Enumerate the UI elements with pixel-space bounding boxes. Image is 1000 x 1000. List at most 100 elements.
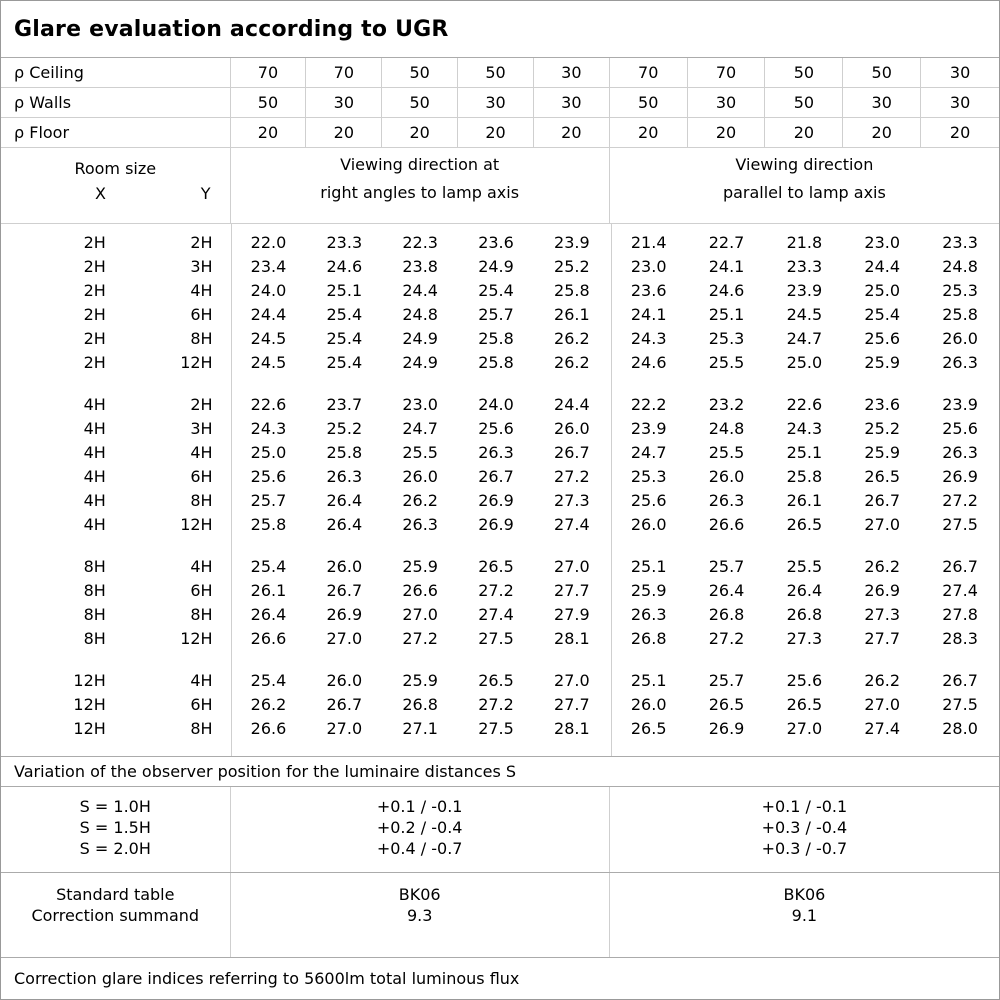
ugr-value-right-angles: 27.0	[326, 718, 363, 738]
ugr-value-parallel: 23.9	[942, 394, 978, 414]
ugr-value-parallel: 23.3	[942, 232, 978, 252]
s-label: S = 1.5H	[79, 818, 151, 837]
ugr-value-parallel: 26.1	[786, 490, 823, 510]
ugr-value-right-angles: 25.2	[326, 418, 363, 438]
ugr-value-right-angles: 26.0	[326, 556, 363, 576]
ugr-value-parallel: 25.3	[942, 280, 978, 300]
correction-summand-value: 9.1	[791, 906, 818, 925]
ugr-value-parallel: 25.3	[630, 466, 667, 486]
ugr-rows: 2H 2H 22.0 23.3 22.3 23.6 23.9 21.4 22.7 21.8 23.0…	[1, 230, 999, 740]
reflectance-value: 70	[231, 58, 307, 87]
s-value: +0.3 / -0.7	[761, 839, 848, 858]
ugr-value-parallel: 27.3	[786, 628, 823, 648]
ugr-value-right-angles: 26.9	[478, 514, 514, 534]
ugr-value-right-angles: 25.5	[402, 442, 438, 462]
room-y-value: 6H	[190, 694, 213, 714]
ugr-value-right-angles: 26.2	[402, 490, 438, 510]
ugr-value-right-angles: 25.2	[554, 256, 590, 276]
ugr-value-parallel: 21.4	[630, 232, 667, 252]
ugr-value-right-angles: 26.6	[250, 628, 287, 648]
variation-caption: Variation of the observer position for t…	[1, 756, 999, 787]
ugr-value-parallel: 27.7	[864, 628, 901, 648]
ugr-value-parallel: 28.0	[942, 718, 978, 738]
ugr-value-right-angles: 28.1	[554, 628, 590, 648]
ugr-value-parallel: 24.7	[786, 328, 823, 348]
reflectance-row: ρ Walls 50 30 50 30 30 50 30 50 30 30	[1, 88, 999, 118]
ugr-value-parallel: 25.1	[630, 556, 667, 576]
ugr-value-parallel: 26.7	[942, 670, 978, 690]
ugr-value-right-angles: 26.0	[554, 418, 590, 438]
ugr-row: 4H 3H 24.3 25.2 24.7 25.6 26.0 23.9 24.8 24.3 25.2…	[1, 416, 999, 440]
ugr-value-right-angles: 24.9	[402, 352, 438, 372]
ugr-value-parallel: 23.9	[630, 418, 667, 438]
ugr-row: 2H 3H 23.4 24.6 23.8 24.9 25.2 23.0 24.1 23.3 24.4…	[1, 254, 999, 278]
ugr-value-right-angles: 24.4	[402, 280, 438, 300]
ugr-value-parallel: 25.6	[942, 418, 978, 438]
room-size-header: Room size X Y	[1, 148, 231, 223]
room-x-value: 8H	[83, 604, 106, 624]
ugr-value-parallel: 23.0	[864, 232, 901, 252]
reflectance-value: 70	[306, 58, 383, 87]
ugr-value-right-angles: 25.1	[326, 280, 363, 300]
ugr-row: 8H 8H 26.4 26.9 27.0 27.4 27.9 26.3 26.8 26.8 27.3…	[1, 602, 999, 626]
ugr-value-right-angles: 27.7	[554, 580, 590, 600]
ugr-value-right-angles: 27.5	[478, 718, 514, 738]
ugr-value-parallel: 22.6	[786, 394, 823, 414]
ugr-value-parallel: 23.0	[630, 256, 667, 276]
page-title: Glare evaluation according to UGR	[1, 1, 999, 58]
ugr-value-right-angles: 26.2	[250, 694, 287, 714]
ugr-value-right-angles: 24.5	[250, 352, 287, 372]
ugr-value-right-angles: 26.7	[326, 694, 363, 714]
ugr-value-parallel: 26.2	[864, 556, 901, 576]
s-value: +0.4 / -0.7	[376, 839, 463, 858]
parallel-group-header: Viewing direction parallel to lamp axis	[610, 148, 999, 223]
reflectance-value: 50	[765, 88, 844, 117]
ugr-value-right-angles: 26.7	[326, 580, 363, 600]
ugr-value-parallel: 26.0	[630, 694, 667, 714]
footer-note: Correction glare indices referring to 56…	[14, 969, 520, 988]
ugr-value-parallel: 25.7	[708, 670, 745, 690]
ugr-value-right-angles: 24.0	[250, 280, 287, 300]
s-parallel-values: +0.1 / -0.1 +0.3 / -0.4 +0.3 / -0.7	[610, 787, 999, 872]
reflectance-value: 30	[306, 88, 383, 117]
table-header-row: Room size X Y Viewing direction at right…	[1, 148, 999, 224]
room-y-value: 4H	[190, 670, 213, 690]
room-x-value: 2H	[83, 328, 106, 348]
ugr-row: 12H 8H 26.6 27.0 27.1 27.5 28.1 26.5 26.9 27.0 27.…	[1, 716, 999, 740]
ugr-row: 8H 4H 25.4 26.0 25.9 26.5 27.0 25.1 25.7 25.5 26.2…	[1, 554, 999, 578]
ugr-row: 12H 4H 25.4 26.0 25.9 26.5 27.0 25.1 25.7 25.6 26.…	[1, 668, 999, 692]
s-value: +0.1 / -0.1	[761, 797, 848, 816]
ugr-value-parallel: 26.5	[708, 694, 745, 714]
ugr-value-parallel: 25.8	[786, 466, 823, 486]
ugr-value-parallel: 26.6	[708, 514, 745, 534]
ugr-row: 2H 6H 24.4 25.4 24.8 25.7 26.1 24.1 25.1 24.5 25.4…	[1, 302, 999, 326]
ugr-value-right-angles: 27.2	[554, 466, 590, 486]
standard-labels: Standard table Correction summand	[1, 873, 231, 957]
ugr-value-parallel: 24.6	[630, 352, 667, 372]
ugr-value-parallel: 26.8	[708, 604, 745, 624]
room-x-value: 2H	[83, 280, 106, 300]
ugr-value-parallel: 23.6	[630, 280, 667, 300]
room-x-value: 8H	[83, 556, 106, 576]
room-x-value: 4H	[83, 466, 106, 486]
ugr-value-parallel: 24.8	[942, 256, 978, 276]
reflectance-label: ρ Floor	[1, 118, 231, 147]
reflectance-value: 70	[688, 58, 766, 87]
group-gap	[1, 536, 999, 554]
ugr-row: 2H 8H 24.5 25.4 24.9 25.8 26.2 24.3 25.3 24.7 25.6…	[1, 326, 999, 350]
room-x-value: 2H	[83, 232, 106, 252]
ugr-value-parallel: 24.7	[630, 442, 667, 462]
parallel-header-line1: Viewing direction	[735, 155, 874, 174]
ugr-value-right-angles: 27.5	[478, 628, 514, 648]
reflectance-value: 20	[382, 118, 459, 147]
ugr-value-parallel: 26.5	[864, 466, 901, 486]
reflectance-value: 20	[949, 123, 971, 142]
room-x-value: 4H	[83, 514, 106, 534]
ugr-value-parallel: 25.2	[864, 418, 901, 438]
ugr-value-right-angles: 25.6	[478, 418, 514, 438]
room-y-value: 12H	[180, 628, 213, 648]
ugr-value-right-angles: 26.0	[326, 670, 363, 690]
ugr-value-right-angles: 27.2	[478, 580, 514, 600]
ugr-value-right-angles: 26.2	[554, 352, 590, 372]
ugr-value-right-angles: 26.2	[554, 328, 590, 348]
